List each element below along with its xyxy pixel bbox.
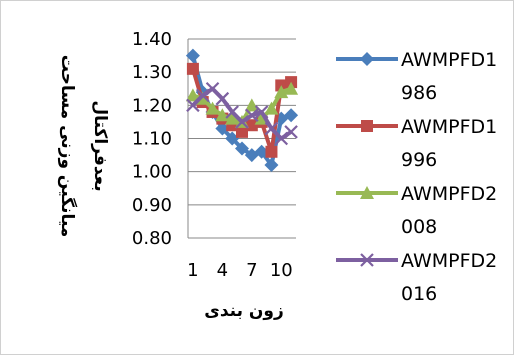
legend-marker (361, 120, 373, 132)
data-point (215, 91, 230, 106)
data-point (264, 158, 279, 173)
data-point (215, 108, 230, 122)
y-tick-label: 0.90 (132, 195, 172, 216)
data-point (195, 88, 210, 103)
y-tick-label: 1.40 (132, 29, 172, 50)
data-point (235, 115, 249, 129)
data-point (235, 141, 249, 156)
legend-marker (360, 253, 374, 267)
legend-item: AWMPFD1 986 (336, 49, 497, 104)
data-point (245, 119, 258, 132)
x-tick-label: 10 (270, 260, 293, 281)
data-point (186, 62, 199, 75)
data-point (225, 131, 240, 146)
data-point (244, 98, 259, 112)
legend-label-line-1: AWMPFD2 (401, 183, 497, 205)
y-axis-ticks: 0.80 0.90 1.00 1.10 1.20 1.30 1.40 (132, 29, 172, 249)
legend: AWMPFD1 986 AWMPFD1 996 AWMPFD2 008 AWMPFD2 016 (336, 49, 497, 305)
data-point (274, 131, 289, 146)
legend-label-line-2: 986 (401, 82, 437, 104)
legend-label-line-2: 016 (401, 283, 437, 305)
data-point (254, 105, 269, 119)
y-tick-label: 1.30 (132, 62, 172, 83)
data-point (185, 48, 200, 63)
y-axis-title-line-1: میانگین وزنی مساحت (57, 55, 78, 238)
series-group (185, 48, 299, 173)
data-point (265, 145, 278, 158)
data-point (225, 111, 240, 125)
x-tick-label: 4 (217, 260, 228, 281)
data-point (284, 81, 299, 95)
data-point (205, 101, 220, 115)
x-axis-title: زون بندی (204, 301, 284, 321)
data-point (236, 125, 248, 138)
x-axis-ticks: 1 4 7 10 (187, 260, 293, 281)
y-tick-label: 1.20 (132, 95, 172, 116)
legend-item: AWMPFD1 996 (336, 116, 497, 171)
legend-item: AWMPFD2 016 (336, 250, 497, 305)
data-point (245, 108, 259, 123)
legend-label-line-1: AWMPFD1 (401, 116, 497, 138)
legend-label-line-2: 008 (401, 216, 437, 238)
legend-label-line-1: AWMPFD2 (401, 250, 497, 272)
y-axis-title-line-2: بعدفراکتال (90, 100, 110, 191)
legend-label-line-2: 996 (401, 149, 437, 171)
legend-marker (360, 186, 374, 199)
data-point (284, 125, 298, 139)
series-4 (186, 81, 298, 146)
data-point (264, 101, 279, 115)
legend-label-line-1: AWMPFD1 (401, 49, 497, 71)
x-tick-label: 7 (246, 260, 257, 281)
x-tick-label: 1 (187, 260, 198, 281)
legend-item: AWMPFD2 008 (336, 183, 497, 238)
legend-marker (360, 52, 374, 66)
data-point (274, 85, 289, 99)
y-tick-label: 1.10 (132, 129, 172, 150)
data-point (254, 144, 269, 159)
data-point (185, 88, 200, 102)
data-point (215, 121, 230, 136)
y-tick-label: 0.80 (132, 228, 172, 249)
data-point (284, 108, 299, 123)
y-tick-label: 1.00 (132, 162, 172, 183)
